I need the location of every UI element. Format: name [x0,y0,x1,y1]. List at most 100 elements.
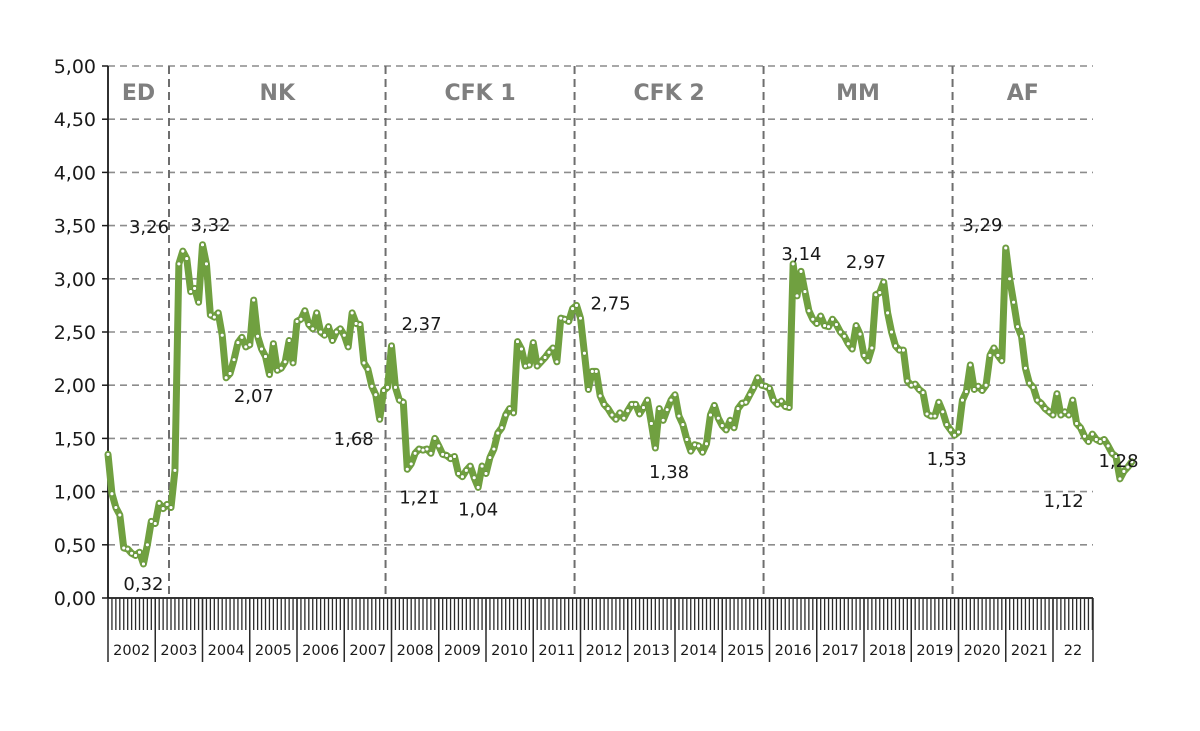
x-year-label: 2003 [160,643,197,659]
data-point [105,452,111,457]
data-point [617,410,623,416]
data-point [842,334,847,339]
data-point [290,360,296,366]
period-label: CFK 2 [633,81,704,106]
period-label: ED [122,81,155,106]
data-point [802,289,808,294]
data-point [405,467,410,472]
x-year-label: 2015 [727,643,764,659]
data-point [164,502,170,507]
data-point [1086,439,1091,444]
y-tick-label: 5,00 [54,56,96,78]
data-point [605,406,611,411]
data-label: 3,29 [962,215,1002,236]
data-point [920,390,926,395]
data-point [597,393,603,399]
data-point [566,319,571,324]
data-point [830,317,835,322]
data-point [412,451,418,456]
y-tick-label: 0,50 [54,535,96,557]
data-point [1066,412,1071,418]
data-point [905,378,910,384]
data-point [361,360,367,366]
data-point [393,385,398,390]
y-axis: 0,00 0,50 1,00 1,50 2,00 2,50 3,00 3,50 4,00 4,50… [54,56,109,610]
data-point [452,454,457,459]
data-point [637,411,642,417]
data-point [763,384,768,389]
data-point [1094,437,1099,442]
data-point [613,417,619,422]
data-point [668,397,674,403]
data-point [1074,421,1079,426]
data-point [326,324,331,329]
data-point [826,324,831,329]
x-year-label: 2002 [113,643,150,659]
x-year-label: 2005 [255,643,292,659]
data-point [200,242,205,247]
y-tick-label: 4,00 [54,162,96,184]
data-point [523,363,528,369]
x-year-label: 2004 [208,643,245,659]
data-point [306,322,312,327]
data-point [751,385,756,390]
x-year-label: 2006 [302,643,339,659]
data-point [1129,459,1134,465]
data-point [952,433,957,438]
data-point [562,317,567,322]
data-point [527,362,532,368]
data-point [664,407,670,412]
data-point [172,468,178,473]
data-point [444,453,449,458]
data-point [286,338,292,343]
data-point [515,339,520,344]
data-point [554,359,560,364]
data-point [1042,406,1048,411]
data-point [369,384,375,389]
data-point [318,329,323,335]
data-point [755,375,760,380]
data-point [956,429,961,435]
data-point [688,448,693,454]
data-point [680,422,686,427]
data-point [940,409,945,414]
data-point [928,413,934,419]
data-point [460,474,465,479]
data-point [251,297,256,303]
data-point [208,312,213,318]
x-year-label: 2014 [680,643,717,659]
x-year-label: 2013 [633,643,670,659]
data-point [889,329,894,335]
x-year-label: 22 [1064,643,1082,659]
data-point [932,413,938,419]
data-point [633,402,638,407]
data-point [1125,464,1131,470]
data-point [314,310,319,316]
data-point [294,319,300,324]
x-year-label: 2017 [822,643,859,659]
data-point [814,321,819,326]
data-point [424,446,430,452]
data-point [1007,276,1012,281]
data-point [869,345,875,351]
data-point [964,389,969,394]
data-point [345,344,351,350]
data-point [113,505,119,510]
data-point [145,542,150,547]
data-point [885,310,890,316]
data-point [783,404,788,409]
data-point [684,437,690,442]
data-point [723,427,729,433]
data-point [491,446,497,452]
data-point [223,375,229,380]
data-point [582,351,587,356]
data-point [279,365,284,371]
data-point [1011,300,1016,305]
data-point [767,386,772,391]
data-point [708,412,713,418]
data-point [798,269,804,274]
data-point [901,347,906,353]
x-year-label: 2016 [775,643,812,659]
data-point [456,471,461,476]
